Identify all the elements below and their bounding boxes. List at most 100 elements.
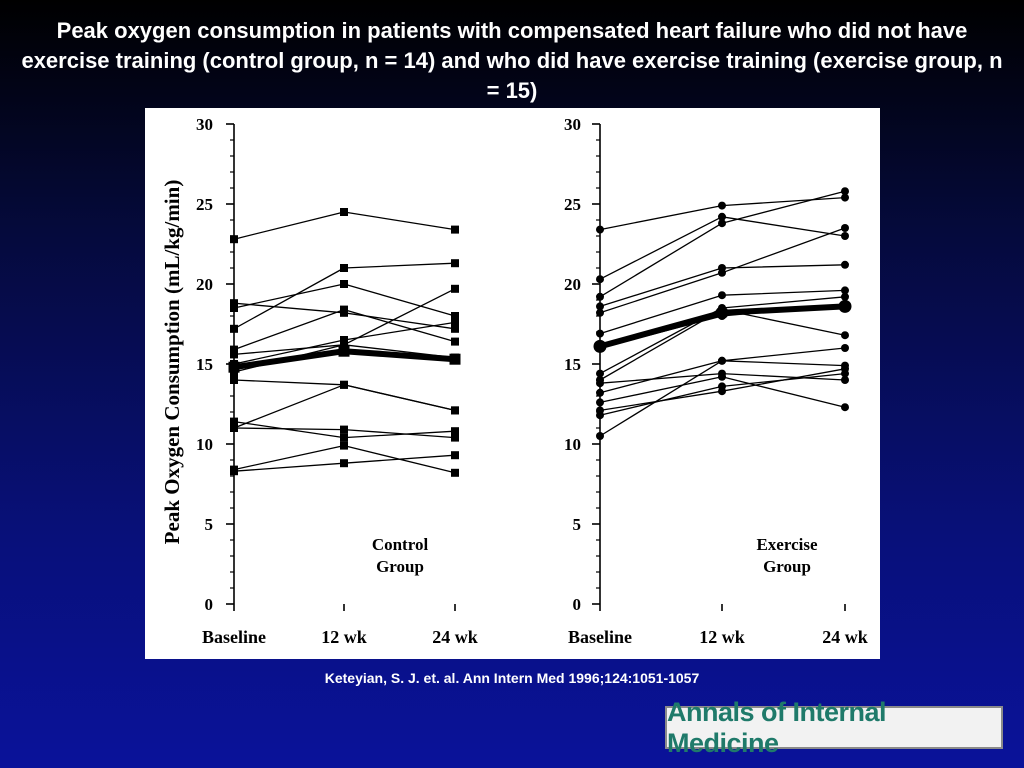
data-point bbox=[340, 340, 348, 349]
x-tick-label: Baseline bbox=[568, 627, 632, 647]
data-point bbox=[596, 302, 604, 311]
data-point bbox=[230, 417, 238, 426]
data-point bbox=[841, 403, 849, 412]
data-point bbox=[718, 219, 726, 228]
data-point bbox=[718, 372, 726, 381]
mean-point bbox=[593, 339, 607, 353]
data-point bbox=[718, 382, 726, 391]
mean-point bbox=[449, 353, 461, 365]
data-point bbox=[841, 292, 849, 301]
data-point bbox=[451, 427, 459, 436]
data-point bbox=[596, 398, 604, 407]
y-tick-label: 15 bbox=[564, 355, 581, 374]
y-tick-label: 15 bbox=[196, 355, 213, 374]
data-point bbox=[841, 187, 849, 196]
y-tick-label: 5 bbox=[573, 515, 582, 534]
x-tick-label: Baseline bbox=[202, 627, 266, 647]
group-annotation: Exercise bbox=[756, 535, 818, 554]
chart-exercise: 0 5 10 15 20 25 30 Baseline 12 wk 24 wk Exercise Gr… bbox=[564, 115, 868, 647]
data-point bbox=[230, 350, 238, 359]
data-point bbox=[451, 406, 459, 415]
data-point bbox=[596, 379, 604, 388]
mean-point bbox=[228, 361, 240, 373]
data-point bbox=[841, 361, 849, 370]
data-point bbox=[230, 424, 238, 432]
data-point bbox=[841, 344, 849, 352]
mean-point bbox=[838, 299, 852, 313]
mean-point bbox=[715, 306, 729, 320]
y-tick-label: 20 bbox=[196, 275, 213, 294]
y-tick-label: 25 bbox=[564, 195, 581, 214]
y-tick-label: 10 bbox=[564, 435, 581, 454]
data-point bbox=[841, 331, 849, 340]
series-line bbox=[233, 211, 456, 240]
data-point bbox=[451, 468, 459, 477]
figure-panel: 0 5 10 15 20 25 30 Baseline 12 wk 24 wk Control Gro… bbox=[145, 108, 880, 659]
data-point bbox=[340, 380, 348, 389]
x-tick-label: 24 wk bbox=[432, 627, 478, 647]
data-point bbox=[841, 224, 849, 232]
data-point bbox=[718, 291, 726, 300]
y-tick-label: 10 bbox=[196, 435, 213, 454]
x-tick-label: 12 wk bbox=[699, 627, 745, 647]
data-point bbox=[451, 312, 459, 320]
series-line bbox=[233, 384, 456, 429]
chart-control: 0 5 10 15 20 25 30 Baseline 12 wk 24 wk Control Gro… bbox=[160, 115, 478, 647]
data-point bbox=[718, 264, 726, 272]
data-point bbox=[230, 467, 238, 476]
data-point bbox=[340, 459, 348, 468]
data-point bbox=[451, 337, 459, 346]
data-point bbox=[230, 299, 238, 308]
group-annotation: Group bbox=[376, 557, 424, 576]
y-axis-label: Peak Oxygen Consumption (mL/kg/min) bbox=[160, 180, 184, 545]
data-point bbox=[596, 388, 604, 397]
data-point bbox=[596, 275, 604, 284]
data-point bbox=[340, 441, 348, 450]
group-annotation: Group bbox=[763, 557, 811, 576]
data-point bbox=[340, 208, 348, 216]
data-point bbox=[841, 260, 849, 269]
y-tick-label: 30 bbox=[196, 115, 213, 134]
data-point bbox=[230, 376, 238, 384]
x-tick-label: 12 wk bbox=[321, 627, 367, 647]
y-tick-label: 5 bbox=[205, 515, 214, 534]
y-tick-label: 0 bbox=[205, 595, 214, 614]
journal-logo: Annals of Internal Medicine bbox=[665, 697, 1003, 758]
data-point bbox=[596, 292, 604, 301]
data-point bbox=[451, 259, 459, 268]
data-point bbox=[230, 324, 238, 333]
data-point bbox=[718, 201, 726, 210]
data-point bbox=[230, 345, 238, 354]
data-point bbox=[841, 376, 849, 384]
data-point bbox=[230, 304, 238, 312]
x-tick-label: 24 wk bbox=[822, 627, 868, 647]
y-tick-label: 20 bbox=[564, 275, 581, 294]
series-line bbox=[599, 308, 846, 381]
data-point bbox=[841, 369, 849, 378]
series-line bbox=[233, 262, 456, 330]
data-point bbox=[340, 305, 348, 314]
data-point bbox=[596, 225, 604, 234]
data-point bbox=[340, 264, 348, 272]
citation: Keteyian, S. J. et. al. Ann Intern Med 1… bbox=[324, 670, 700, 686]
data-point bbox=[841, 232, 849, 240]
data-point bbox=[451, 324, 459, 333]
data-point bbox=[718, 356, 726, 365]
data-point bbox=[841, 286, 849, 295]
data-point bbox=[841, 193, 849, 202]
data-point bbox=[596, 308, 604, 317]
data-point bbox=[340, 280, 348, 288]
group-annotation: Control bbox=[372, 535, 429, 554]
data-point bbox=[340, 433, 348, 442]
y-tick-label: 25 bbox=[196, 195, 213, 214]
data-point bbox=[340, 425, 348, 434]
data-point bbox=[596, 411, 604, 420]
y-tick-label: 0 bbox=[573, 595, 582, 614]
mean-point bbox=[338, 345, 350, 357]
data-point bbox=[451, 433, 459, 442]
data-point bbox=[451, 318, 459, 327]
data-point bbox=[451, 225, 459, 234]
data-point bbox=[340, 336, 348, 344]
journal-logo-text: Annals of Internal Medicine bbox=[667, 696, 887, 758]
chart-svg: 0 5 10 15 20 25 30 Baseline 12 wk 24 wk Control Gro… bbox=[160, 115, 868, 647]
